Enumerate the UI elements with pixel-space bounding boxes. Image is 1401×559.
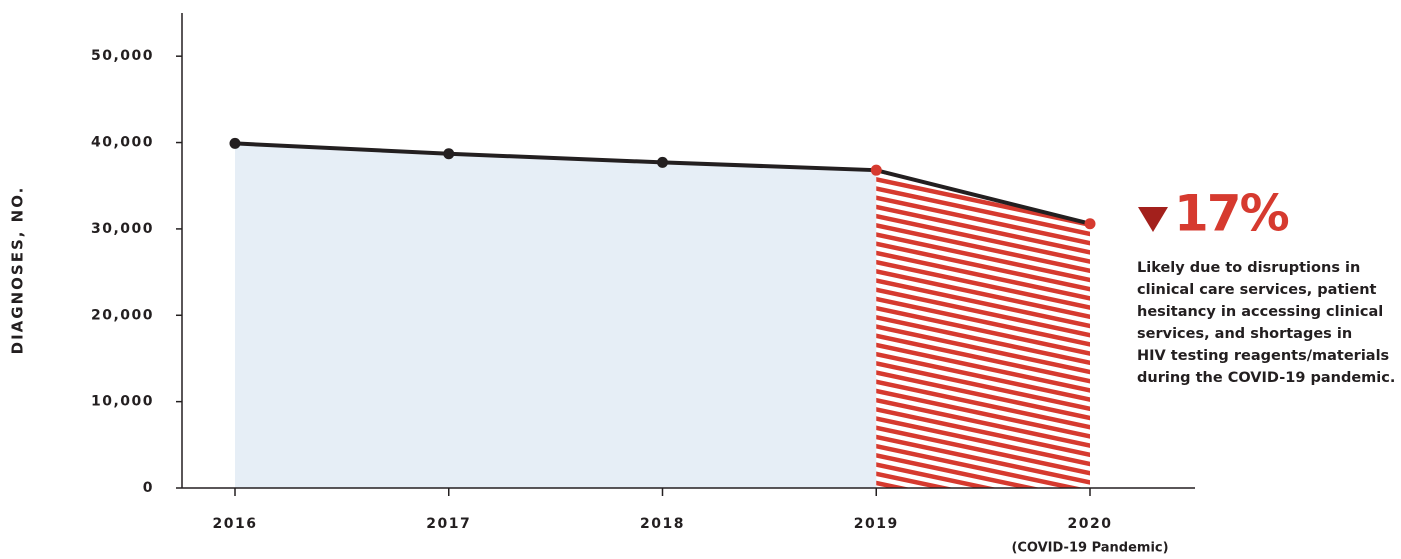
x-tick-label: 2016 (213, 516, 258, 532)
area-hatch (876, 170, 1090, 488)
x-sublabel: (COVID-19 Pandemic) (1011, 541, 1168, 556)
annotation-line: clinical care services, patient (1137, 282, 1377, 298)
y-tick-label: 30,000 (91, 221, 154, 237)
point (870, 164, 882, 176)
plot: 0 10,000 20,000 30,000 40,000 50,000 2016 2017 2… (91, 13, 1195, 556)
x-tick-label: 2020 (1068, 516, 1113, 532)
y-tick-label: 0 (143, 480, 154, 496)
y-tick-label: 20,000 (91, 307, 154, 323)
y-tick-label: 10,000 (91, 394, 154, 410)
change-label: 17% (1174, 185, 1289, 243)
x-tick-label: 2017 (426, 516, 471, 532)
y-tick-label: 50,000 (91, 48, 154, 64)
annotation-line: during the COVID-19 pandemic. (1137, 370, 1395, 386)
annotation-line: Likely due to disruptions in (1137, 260, 1360, 276)
annotation-line: hesitancy in accessing clinical (1137, 304, 1383, 320)
x-tick-label: 2019 (854, 516, 899, 532)
point (229, 137, 241, 149)
y-tick-label: 40,000 (91, 135, 154, 151)
point (443, 148, 455, 160)
x-tick-label: 2018 (640, 516, 685, 532)
annotation-line: services, and shortages in (1137, 326, 1352, 342)
point (657, 156, 668, 168)
y-axis-label: DIAGNOSES, NO. (9, 186, 27, 355)
annotation-line: HIV testing reagents/materials (1137, 348, 1389, 364)
point (1084, 218, 1096, 230)
area-fill (235, 143, 877, 488)
down-arrow (1138, 207, 1168, 232)
